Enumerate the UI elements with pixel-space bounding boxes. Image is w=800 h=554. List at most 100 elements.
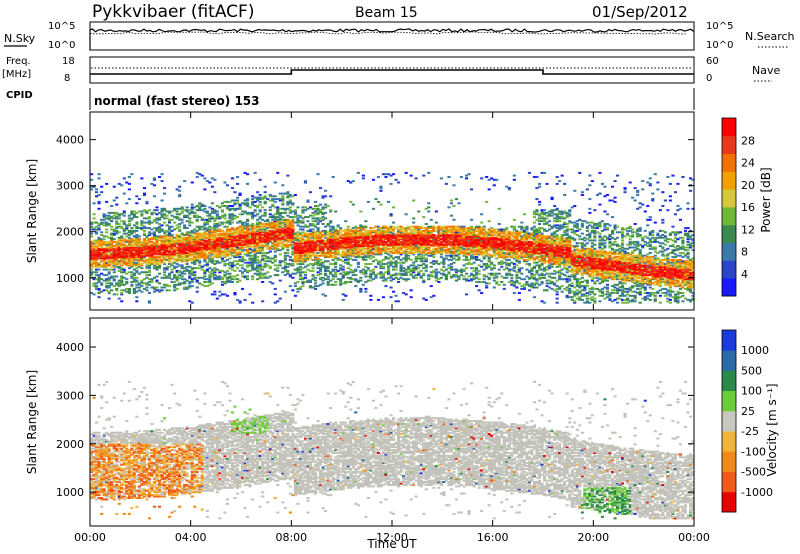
power-cell bbox=[198, 173, 202, 176]
power-cell bbox=[120, 227, 124, 230]
power-cell bbox=[130, 249, 134, 252]
power-cell bbox=[253, 239, 257, 242]
power-cell bbox=[102, 240, 106, 243]
power-cell bbox=[241, 264, 245, 267]
power-cell bbox=[130, 260, 134, 263]
power-cell bbox=[273, 254, 277, 257]
power-cell bbox=[263, 214, 267, 217]
power-cell bbox=[173, 228, 177, 231]
power-cell bbox=[97, 265, 101, 268]
power-cell bbox=[145, 267, 149, 270]
power-cell bbox=[97, 242, 101, 245]
power-cell bbox=[261, 228, 265, 231]
power-cell bbox=[105, 279, 109, 282]
power-cell bbox=[132, 276, 136, 279]
power-cell bbox=[95, 286, 99, 289]
power-cell bbox=[213, 225, 217, 228]
power-cell bbox=[137, 289, 141, 292]
power-cell bbox=[225, 246, 230, 249]
power-cell bbox=[236, 202, 240, 205]
power-cell bbox=[273, 213, 277, 216]
power-cell bbox=[170, 238, 174, 241]
power-cell bbox=[253, 256, 257, 259]
power-cell bbox=[198, 203, 202, 206]
freq-label: Freq. bbox=[6, 56, 31, 67]
power-cell bbox=[130, 254, 134, 257]
power-cell bbox=[125, 181, 129, 184]
power-cell bbox=[102, 247, 106, 250]
power-cell bbox=[125, 250, 129, 253]
power-cell bbox=[273, 181, 277, 184]
power-cell bbox=[140, 214, 144, 217]
power-cell bbox=[364, 290, 368, 293]
power-cell bbox=[258, 252, 262, 254]
power-cell bbox=[132, 239, 136, 242]
power-cell bbox=[150, 263, 154, 265]
power-cell bbox=[170, 253, 174, 256]
power-cell bbox=[281, 202, 285, 205]
power-cell bbox=[173, 216, 177, 219]
power-cell bbox=[198, 252, 202, 254]
power-cell bbox=[195, 238, 199, 241]
power-cell bbox=[178, 243, 182, 246]
power-cell bbox=[241, 249, 245, 252]
power-cell bbox=[105, 260, 109, 263]
power-cell bbox=[241, 250, 245, 253]
power-cell bbox=[190, 207, 194, 210]
power-cell bbox=[152, 220, 157, 223]
power-cell bbox=[329, 195, 333, 198]
power-cell bbox=[281, 235, 285, 238]
power-cell bbox=[208, 232, 212, 235]
power-cell bbox=[178, 218, 182, 221]
power-cell bbox=[200, 243, 204, 246]
power-cell bbox=[180, 247, 184, 250]
power-cell bbox=[205, 221, 209, 224]
power-cell bbox=[178, 239, 182, 242]
power-cell bbox=[150, 261, 154, 264]
power-cell bbox=[183, 272, 187, 275]
power-cell bbox=[198, 225, 202, 228]
power-cell bbox=[92, 252, 96, 254]
power-cell bbox=[251, 243, 255, 246]
power-cell bbox=[276, 213, 280, 216]
power-cell bbox=[183, 252, 187, 254]
power-cell bbox=[251, 263, 255, 265]
power-cell bbox=[90, 247, 94, 250]
power-cell bbox=[183, 286, 187, 289]
power-cell bbox=[273, 274, 277, 277]
power-cell bbox=[135, 246, 139, 249]
power-cell bbox=[246, 234, 250, 236]
power-cell bbox=[142, 256, 147, 259]
power-cell bbox=[256, 239, 260, 242]
power-cell bbox=[195, 267, 199, 270]
power-cell bbox=[276, 232, 280, 235]
power-cell bbox=[384, 285, 388, 288]
power-cell bbox=[160, 229, 164, 232]
power-cell bbox=[220, 278, 225, 281]
power-cell bbox=[132, 254, 136, 257]
power-cell bbox=[233, 203, 237, 206]
power-cell bbox=[120, 245, 124, 248]
power-cell bbox=[183, 243, 187, 246]
power-cell bbox=[253, 268, 257, 271]
power-cell bbox=[120, 246, 124, 249]
power-cell bbox=[175, 258, 179, 261]
power-cell bbox=[190, 279, 194, 282]
power-cell bbox=[263, 232, 267, 235]
power-cell bbox=[152, 245, 157, 248]
power-cell bbox=[263, 228, 267, 231]
power-cell bbox=[173, 236, 177, 239]
power-cell bbox=[218, 276, 222, 279]
power-cell bbox=[150, 258, 154, 261]
power-cell bbox=[241, 223, 245, 225]
power-cell bbox=[185, 263, 189, 265]
power-cell bbox=[276, 231, 280, 234]
power-cell bbox=[394, 178, 398, 181]
power-cell bbox=[223, 181, 227, 184]
power-cell bbox=[120, 271, 124, 274]
power-cell bbox=[276, 206, 280, 209]
power-cell bbox=[95, 252, 99, 254]
power-cell bbox=[465, 272, 469, 275]
power-cell bbox=[477, 272, 481, 275]
power-cell bbox=[158, 246, 162, 249]
